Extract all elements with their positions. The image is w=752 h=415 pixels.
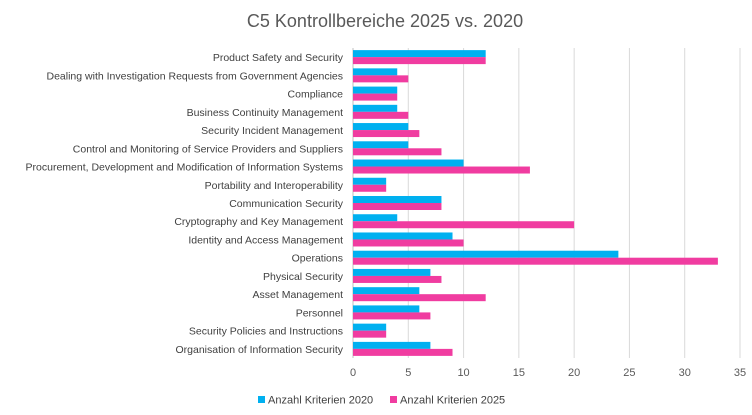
bar-2020 [353,196,442,203]
bar-2020 [353,268,431,276]
bar-2020 [353,341,431,349]
bar-2025 [353,275,442,283]
category-label: Personnel [296,307,343,319]
bar-2025 [353,166,530,174]
legend-swatch [258,396,265,403]
category-label: Operations [292,253,343,265]
legend-swatch [390,396,397,403]
bar-2025 [353,294,486,302]
x-tick-label: 5 [405,367,411,379]
bar-2025 [353,330,387,338]
x-tick-label: 15 [513,367,525,379]
category-label: Identity and Access Management [188,234,343,246]
bar-2020 [353,232,453,240]
category-label: Procurement, Development and Modificatio… [26,162,343,174]
bar-2025 [353,312,431,320]
x-tick-label: 30 [679,367,691,379]
bar-2020 [353,214,398,222]
legend-label: Anzahl Kriterien 2025 [400,395,505,407]
category-label: Cryptography and Key Management [174,216,343,228]
bar-2025 [353,203,442,210]
category-label: Security Incident Management [201,125,343,137]
category-label: Communication Security [229,198,344,210]
bar-2025 [353,221,575,229]
bar-2025 [353,257,718,265]
bar-2025 [353,93,398,101]
category-label: Control and Monitoring of Service Provid… [73,143,343,155]
bar-2020 [353,123,409,131]
bar-2020 [353,323,387,331]
bar-2025 [353,130,420,138]
category-label: Compliance [288,89,344,101]
bar-2020 [353,287,420,295]
bar-2020 [353,159,464,167]
category-label: Physical Security [263,271,344,283]
bar-2020 [353,177,387,185]
bar-2020 [353,141,409,149]
x-tick-label: 0 [350,367,356,379]
bar-2025 [353,111,409,119]
bar-2025 [353,348,453,356]
x-tick-label: 35 [734,367,746,379]
bar-2020 [353,250,619,258]
category-label: Organisation of Information Security [176,344,344,356]
bar-2020 [353,68,398,76]
bars [353,50,718,356]
chart-title: C5 Kontrollbereiche 2025 vs. 2020 [247,11,523,31]
category-label: Dealing with Investigation Requests from… [47,70,344,82]
category-label: Security Policies and Instructions [189,326,343,338]
bar-2025 [353,239,464,247]
category-label: Business Continuity Management [187,107,344,119]
legend: Anzahl Kriterien 2020 Anzahl Kriterien 20… [258,395,505,407]
legend-label: Anzahl Kriterien 2020 [268,395,373,407]
bar-2020 [353,86,398,94]
category-label: Asset Management [253,289,344,301]
bar-2025 [353,184,387,192]
x-tick-label: 10 [457,367,469,379]
bar-2025 [353,57,486,65]
x-tick-label: 25 [623,367,635,379]
x-axis-ticks: 0 5 10 15 20 25 30 35 [350,367,746,379]
bar-2020 [353,305,420,313]
bar-2020 [353,50,486,58]
bar-2025 [353,75,409,83]
bar-2020 [353,104,398,112]
bar-2025 [353,148,442,156]
gridlines [352,48,741,358]
category-label: Portability and Interoperability [205,180,344,192]
x-tick-label: 20 [568,367,580,379]
category-label: Product Safety and Security [213,52,344,64]
category-labels: Product Safety and Security Dealing with … [26,52,344,356]
